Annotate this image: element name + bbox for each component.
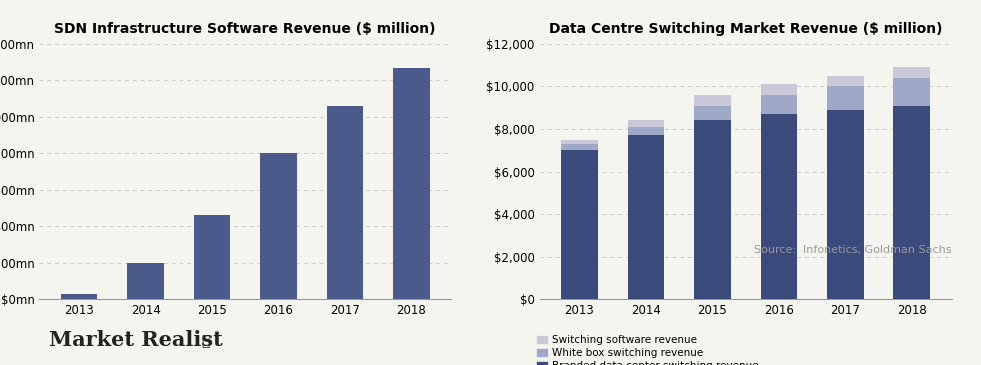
Bar [327, 106, 363, 299]
Bar [894, 105, 930, 299]
Text: Market Realist: Market Realist [49, 330, 223, 350]
Bar [561, 150, 597, 299]
Bar [894, 67, 930, 78]
Text: Source:  Infonetics, Goldman Sachs: Source: Infonetics, Goldman Sachs [754, 246, 952, 255]
Bar [827, 110, 863, 299]
Text: Ⓠ: Ⓠ [201, 335, 210, 349]
Bar [628, 120, 664, 127]
Bar [695, 120, 731, 299]
Title: Data Centre Switching Market Revenue ($ million): Data Centre Switching Market Revenue ($ … [548, 22, 943, 36]
Bar [194, 215, 231, 299]
Title: SDN Infrastructure Software Revenue ($ million): SDN Infrastructure Software Revenue ($ m… [55, 22, 436, 36]
Bar [393, 68, 430, 299]
Bar [561, 144, 597, 150]
Bar [260, 153, 297, 299]
Bar [628, 135, 664, 299]
Bar [894, 78, 930, 105]
Bar [827, 87, 863, 110]
Bar [760, 95, 798, 114]
Bar [827, 76, 863, 87]
Bar [695, 95, 731, 105]
Bar [760, 114, 798, 299]
Bar [561, 140, 597, 144]
Legend: Switching software revenue, White box switching revenue, Branded data center swi: Switching software revenue, White box sw… [537, 335, 758, 365]
Bar [760, 84, 798, 95]
Bar [128, 263, 164, 299]
Bar [61, 294, 97, 299]
Bar [695, 105, 731, 120]
Bar [628, 127, 664, 135]
